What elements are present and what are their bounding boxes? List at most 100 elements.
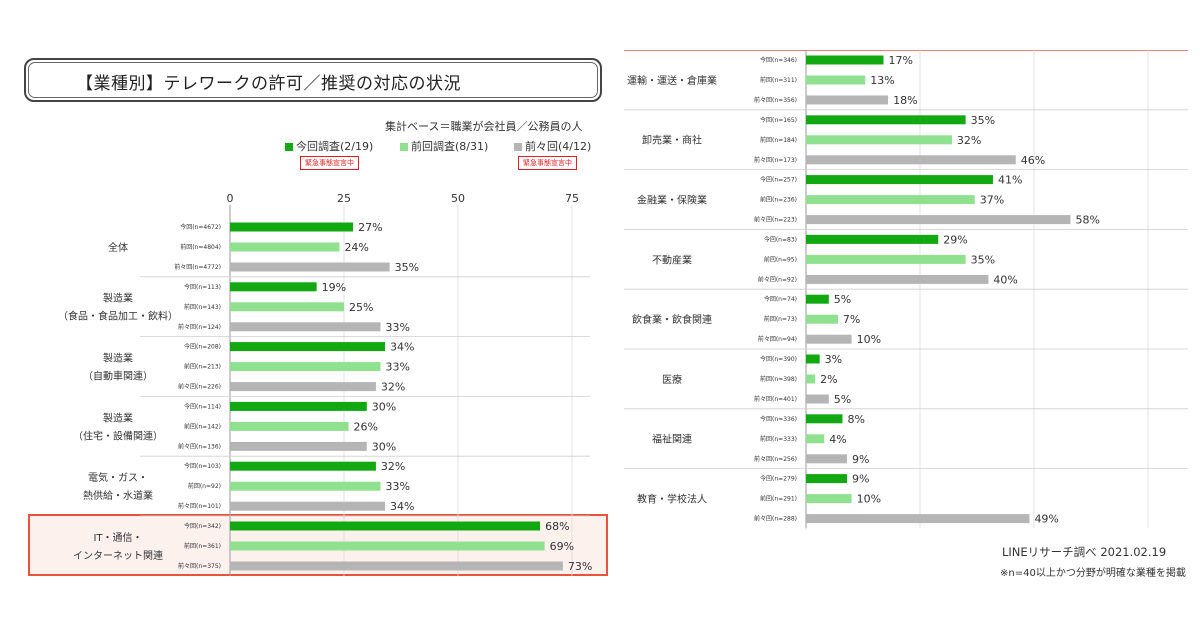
row-label: 前回(n=236) — [760, 196, 797, 204]
value-label: 25% — [349, 301, 373, 314]
category-label: 福祉関連 — [652, 433, 692, 446]
x-tick-label: 75 — [565, 192, 579, 205]
chart-title-box: 【業種別】テレワークの許可／推奨の対応の状況 — [24, 58, 602, 102]
value-label: 24% — [344, 241, 368, 254]
emergency-tag-current: 緊急事態宣言中 — [300, 156, 359, 170]
row-label: 今回(n=336) — [760, 415, 797, 423]
bar-current — [230, 461, 376, 471]
value-label: 34% — [390, 500, 414, 513]
value-label: 13% — [870, 74, 894, 87]
bar-current — [230, 401, 367, 411]
bar-before-previous — [230, 561, 563, 571]
legend-label-before-previous: 前々回(4/12) — [525, 140, 592, 153]
legend-label-current: 今回調査(2/19) — [296, 140, 374, 153]
legend-before-previous: 前々回(4/12) — [514, 138, 591, 154]
row-label: 前回(n=73) — [764, 315, 797, 323]
category-label: 電気・ガス・ — [88, 471, 148, 484]
row-label: 前々回(n=375) — [178, 562, 221, 570]
row-label: 今回(n=279) — [760, 475, 797, 483]
row-label: 前々回(n=401) — [754, 395, 797, 403]
bar-before-previous — [230, 501, 386, 511]
row-label: 前回(n=4804) — [180, 243, 221, 251]
category-label: 教育・学校法人 — [637, 493, 707, 506]
x-tick-label: 0 — [227, 192, 234, 205]
row-label: 今回(n=103) — [184, 462, 221, 470]
bar-before-previous — [806, 95, 889, 105]
category-label: 製造業 — [103, 411, 133, 424]
legend-swatch-before-previous — [514, 143, 522, 151]
bar-before-previous — [230, 322, 381, 332]
category-label: 飲食業・飲食関連 — [632, 313, 712, 326]
bar-previous — [806, 494, 852, 504]
bar-current — [806, 234, 939, 244]
x-tick-label: 50 — [451, 192, 465, 205]
value-label: 41% — [998, 174, 1022, 187]
row-label: 前回(n=398) — [760, 375, 797, 383]
row-label: 今回(n=390) — [760, 355, 797, 363]
value-label: 3% — [825, 353, 842, 366]
row-label: 今回(n=257) — [760, 176, 797, 184]
base-note: 集計ベース＝職業が会社員／公務員の人 — [385, 120, 583, 133]
value-label: 5% — [834, 293, 851, 306]
value-label: 10% — [857, 333, 881, 346]
value-label: 5% — [834, 393, 851, 406]
row-label: 前々回(n=101) — [178, 502, 221, 510]
top-divider — [624, 50, 1188, 51]
value-label: 7% — [843, 313, 860, 326]
row-label: 前々回(n=256) — [754, 455, 797, 463]
row-label: 前々回(n=226) — [178, 383, 221, 391]
category-label: 不動産業 — [652, 253, 692, 266]
legend-swatch-current — [285, 143, 293, 151]
bar-before-previous — [806, 215, 1071, 225]
value-label: 8% — [847, 413, 864, 426]
value-label: 34% — [390, 341, 414, 354]
value-label: 33% — [385, 480, 409, 493]
bar-before-previous — [230, 382, 376, 392]
legend-current: 今回調査(2/19) — [285, 138, 373, 154]
bar-previous — [230, 481, 381, 491]
source-note: LINEリサーチ調べ 2021.02.19 — [1002, 545, 1167, 559]
legend-swatch-previous — [400, 143, 408, 151]
value-label: 32% — [957, 134, 981, 147]
row-label: 前回(n=333) — [760, 435, 797, 443]
bar-before-previous — [806, 155, 1016, 165]
bar-before-previous — [806, 394, 829, 404]
category-label: 運輸・運送・倉庫業 — [627, 74, 717, 87]
bar-before-previous — [230, 262, 390, 272]
value-label: 35% — [971, 114, 995, 127]
value-label: 19% — [322, 281, 346, 294]
bar-current — [230, 282, 317, 292]
row-label: 今回(n=113) — [184, 283, 221, 291]
bar-current — [806, 175, 993, 185]
row-label: 前回(n=213) — [184, 363, 221, 371]
category-label: IT・通信・ — [93, 532, 142, 544]
row-label: 前々回(n=92) — [758, 275, 797, 283]
bar-current — [806, 474, 848, 484]
category-label: 金融業・保険業 — [637, 194, 707, 207]
bar-current — [806, 115, 966, 125]
value-label: 32% — [381, 460, 405, 473]
bar-previous — [230, 541, 545, 551]
bar-previous — [806, 195, 975, 205]
category-label: インターネット関連 — [73, 549, 163, 562]
value-label: 73% — [568, 560, 592, 573]
legend-previous: 前回調査(8/31) — [400, 138, 488, 154]
value-label: 46% — [1021, 154, 1045, 167]
value-label: 18% — [893, 94, 917, 107]
value-label: 26% — [354, 420, 378, 433]
category-label: （自動車関連） — [83, 370, 153, 383]
bar-previous — [806, 254, 966, 264]
bar-previous — [806, 434, 825, 444]
value-label: 9% — [852, 473, 869, 486]
row-label: 今回(n=208) — [184, 343, 221, 351]
row-label: 前々回(n=124) — [178, 323, 221, 331]
value-label: 33% — [385, 321, 409, 334]
bar-current — [806, 354, 820, 364]
footnote: ※n=40以上かつ分野が明確な業種を掲載 — [1000, 568, 1186, 579]
bar-previous — [230, 242, 340, 252]
value-label: 37% — [980, 194, 1004, 207]
bar-current — [806, 294, 829, 304]
row-label: 今回(n=346) — [760, 56, 797, 64]
row-label: 前回(n=291) — [760, 495, 797, 503]
value-label: 58% — [1075, 214, 1099, 227]
